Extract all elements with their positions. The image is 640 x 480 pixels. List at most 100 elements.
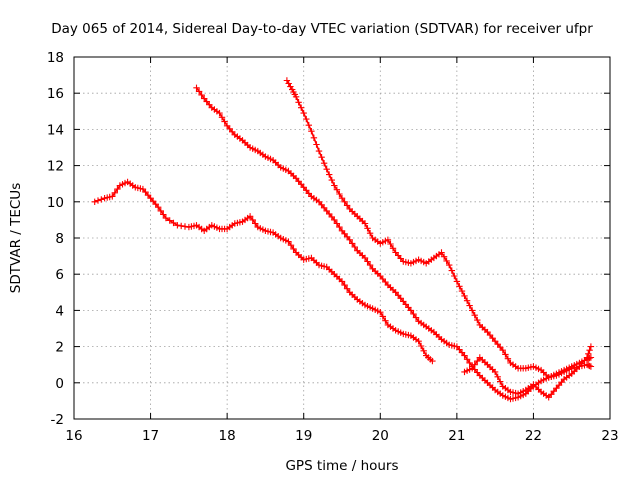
data-point <box>298 104 305 111</box>
data-point <box>349 240 356 247</box>
data-point <box>407 307 415 314</box>
x-tick-label: 20 <box>372 428 389 444</box>
data-point <box>453 278 461 285</box>
data-point <box>361 254 369 262</box>
data-point <box>246 213 254 220</box>
data-point <box>463 297 471 304</box>
data-point <box>499 347 506 354</box>
data-point <box>491 368 499 376</box>
data-point <box>585 350 592 357</box>
data-point <box>285 238 292 245</box>
data-point <box>361 220 369 227</box>
data-point <box>198 91 205 99</box>
x-tick-label: 23 <box>601 428 618 444</box>
data-point <box>328 176 335 184</box>
data-point <box>193 84 200 91</box>
data-point <box>331 216 338 224</box>
data-point <box>461 352 468 359</box>
data-point <box>320 160 328 167</box>
data-point <box>155 204 162 211</box>
data-point <box>160 211 167 218</box>
series-3-trace <box>286 80 592 379</box>
data-point <box>91 198 98 205</box>
x-tick-label: 16 <box>65 428 82 444</box>
data-point <box>474 357 481 365</box>
data-point <box>109 193 116 200</box>
data-point <box>295 99 302 106</box>
data-point <box>463 356 471 363</box>
data-point <box>310 134 318 141</box>
data-point <box>456 283 463 290</box>
data-point <box>366 261 374 269</box>
data-point <box>178 222 185 230</box>
series-3 <box>283 77 595 381</box>
series-4 <box>461 343 595 401</box>
series-4-trace <box>464 346 592 399</box>
data-point <box>471 361 478 368</box>
data-point <box>315 147 323 155</box>
data-point <box>429 357 436 365</box>
data-point <box>313 141 320 148</box>
data-point <box>305 122 312 129</box>
y-tick-label: 16 <box>47 86 64 102</box>
data-point <box>502 351 509 358</box>
data-point <box>389 245 397 252</box>
data-point <box>586 362 593 370</box>
y-tick-label: 6 <box>55 267 64 283</box>
data-point <box>474 316 481 324</box>
series-1 <box>91 178 436 365</box>
data-point <box>166 217 173 224</box>
data-point <box>174 222 181 229</box>
data-point <box>170 219 177 227</box>
data-point <box>446 261 453 269</box>
y-tick-label: 10 <box>47 195 64 211</box>
data-point <box>451 272 458 280</box>
data-point <box>440 253 448 260</box>
data-point <box>181 223 189 230</box>
data-point <box>387 240 394 248</box>
data-point <box>384 236 392 243</box>
data-point <box>366 230 374 237</box>
data-point <box>438 249 445 256</box>
data-point <box>504 355 512 362</box>
series-2 <box>193 84 595 403</box>
y-tick-label: 4 <box>55 303 64 319</box>
data-point <box>461 292 468 300</box>
x-tick-label: 21 <box>448 428 465 444</box>
data-point <box>331 182 338 189</box>
data-point <box>471 312 478 319</box>
data-point <box>162 214 170 222</box>
data-point <box>377 309 384 316</box>
data-point <box>410 310 417 318</box>
data-point <box>586 347 593 354</box>
series-layer <box>91 77 595 403</box>
data-point <box>218 114 226 121</box>
data-point <box>458 287 466 295</box>
data-point <box>326 171 333 178</box>
data-point <box>443 257 450 265</box>
data-point <box>336 223 343 231</box>
data-point <box>287 242 295 249</box>
data-point <box>333 186 341 193</box>
data-point <box>382 317 389 324</box>
y-tick-label: 2 <box>55 340 64 356</box>
data-point <box>364 258 371 265</box>
chart-title: Day 065 of 2014, Sidereal Day-to-day VTE… <box>51 21 593 37</box>
data-point <box>412 314 420 321</box>
data-point <box>221 118 228 125</box>
data-point <box>448 267 455 274</box>
data-point <box>338 278 346 285</box>
data-point <box>346 236 353 243</box>
data-point <box>114 185 121 193</box>
data-point <box>379 313 386 320</box>
data-point <box>497 378 504 385</box>
data-point <box>157 207 164 215</box>
data-point <box>420 347 427 354</box>
data-point <box>351 243 358 251</box>
x-tick-label: 17 <box>142 428 159 444</box>
data-point <box>249 216 256 224</box>
y-tick-label: 18 <box>47 50 64 66</box>
grid-layer <box>74 57 610 419</box>
data-point <box>338 195 346 202</box>
